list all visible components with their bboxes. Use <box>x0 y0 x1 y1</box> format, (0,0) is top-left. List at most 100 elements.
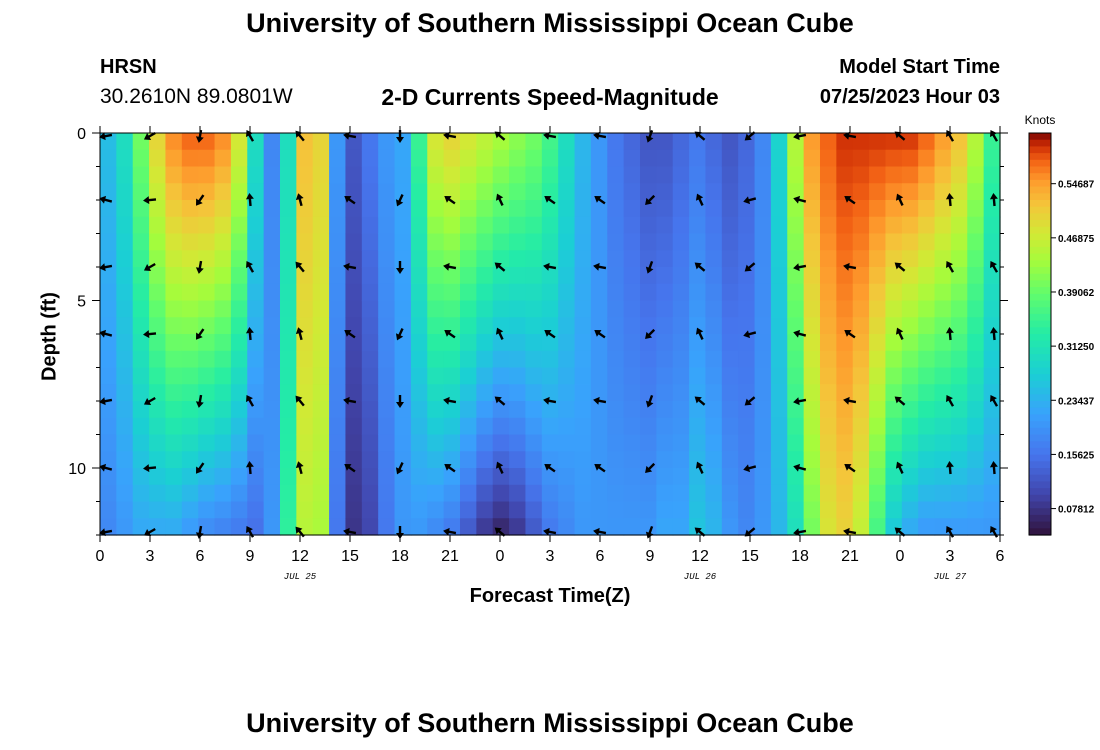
heatmap-cell <box>100 200 117 218</box>
heatmap-cell <box>574 300 592 318</box>
current-arrow-head <box>343 527 350 536</box>
current-arrow <box>793 329 807 338</box>
heatmap-cell <box>574 200 592 218</box>
heatmap-cell <box>607 367 625 385</box>
heatmap-cell <box>132 283 150 302</box>
heatmap-cell <box>329 417 347 436</box>
heatmap-cell <box>689 149 707 168</box>
heatmap-cell <box>689 468 707 486</box>
heatmap-cell <box>181 267 199 285</box>
colorbar-band <box>1029 173 1051 181</box>
current-arrow-head <box>443 396 450 405</box>
current-arrow-head <box>544 463 552 471</box>
heatmap-cell <box>803 233 821 251</box>
heatmap-cell <box>803 267 821 285</box>
heatmap-cell <box>934 166 952 184</box>
heatmap-cell <box>312 350 330 369</box>
current-arrow <box>844 329 856 339</box>
heatmap-cell <box>476 401 494 419</box>
heatmap-cell <box>901 133 919 151</box>
heatmap-cell <box>329 283 347 302</box>
heatmap-cell <box>656 334 674 352</box>
heatmap-cell <box>394 501 412 519</box>
heatmap-cell <box>803 334 821 352</box>
current-arrow-head <box>295 395 303 403</box>
heatmap-cell <box>230 317 248 335</box>
heatmap-cell <box>803 417 821 436</box>
heatmap-cell <box>132 300 150 318</box>
heatmap-cell <box>312 283 330 302</box>
heatmap-cell <box>361 384 379 402</box>
heatmap-cell <box>820 250 837 268</box>
heatmap-cell <box>247 250 265 268</box>
heatmap-cell <box>672 518 690 536</box>
heatmap-cell <box>296 401 314 419</box>
current-arrow <box>295 130 305 142</box>
heatmap-cell <box>165 317 183 335</box>
heatmap-cell <box>165 166 183 184</box>
heatmap-cell <box>476 216 494 235</box>
heatmap-cell <box>165 484 183 503</box>
heatmap-cell <box>852 518 870 536</box>
heatmap-cell <box>100 384 117 402</box>
heatmap-cell <box>640 334 657 352</box>
heatmap-cell <box>525 267 543 285</box>
heatmap-cell <box>934 200 952 218</box>
heatmap-cell <box>116 367 134 385</box>
heatmap-cell <box>541 334 559 352</box>
heatmap-cell <box>492 216 510 235</box>
colorbar-band <box>1029 287 1051 295</box>
page-title: University of Southern Mississippi Ocean… <box>246 8 854 38</box>
heatmap-cell <box>329 434 347 452</box>
heatmap-cell <box>427 133 445 151</box>
current-arrow-head <box>793 329 801 338</box>
heatmap-cell <box>967 233 985 251</box>
heatmap-cell <box>476 233 494 251</box>
heatmap-cell <box>263 166 281 184</box>
heatmap-cell <box>869 183 887 201</box>
heatmap-cell <box>509 267 527 285</box>
heatmap-cell <box>672 401 690 419</box>
heatmap-cell <box>280 133 297 151</box>
heatmap-cell <box>165 350 183 369</box>
heatmap-cell <box>509 233 527 251</box>
heatmap-cell <box>689 350 707 369</box>
current-arrow-head <box>695 461 704 469</box>
heatmap-cell <box>721 451 739 469</box>
heatmap-cell <box>623 283 641 302</box>
heatmap-cell <box>721 233 739 251</box>
heatmap-cell <box>705 283 723 302</box>
heatmap-cell <box>329 317 347 335</box>
heatmap-cell <box>918 216 936 235</box>
heatmap-cell <box>869 417 887 436</box>
heatmap-cell <box>721 417 739 436</box>
heatmap-cell <box>574 384 592 402</box>
heatmap-cell <box>378 283 396 302</box>
heatmap-cell <box>590 283 608 302</box>
heatmap-cell <box>312 317 330 335</box>
heatmap-cell <box>427 334 445 352</box>
current-arrow <box>143 527 156 536</box>
heatmap-cell <box>672 451 690 469</box>
current-arrow-head <box>195 466 203 474</box>
heatmap-cell <box>934 417 952 436</box>
heatmap-cell <box>901 149 919 168</box>
heatmap-cell <box>803 484 821 503</box>
colorbar-band <box>1029 327 1051 335</box>
heatmap-cell <box>476 183 494 201</box>
heatmap-cell <box>149 166 167 184</box>
heatmap-cell <box>787 401 805 419</box>
heatmap-cell <box>918 434 936 452</box>
heatmap-cell <box>770 401 788 419</box>
heatmap-cell <box>410 183 428 201</box>
heatmap-cell <box>672 334 690 352</box>
heatmap-cell <box>476 133 494 151</box>
heatmap-cell <box>312 468 330 486</box>
heatmap-cell <box>803 133 821 151</box>
current-arrow <box>989 461 998 475</box>
heatmap-cell <box>410 133 428 151</box>
colorbar-band <box>1029 447 1051 456</box>
heatmap-cell <box>656 350 674 369</box>
heatmap-cell <box>149 468 167 486</box>
heatmap-cell <box>950 300 968 318</box>
